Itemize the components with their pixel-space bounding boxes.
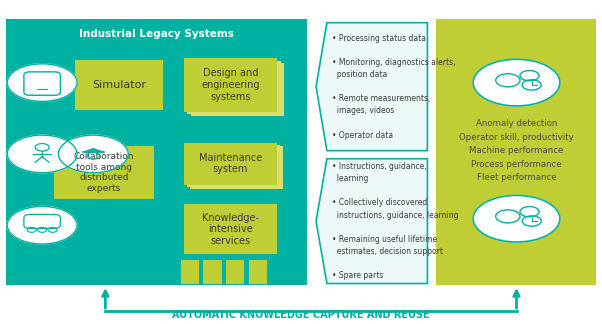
FancyBboxPatch shape: [54, 146, 154, 199]
FancyBboxPatch shape: [184, 143, 277, 185]
FancyBboxPatch shape: [249, 260, 267, 284]
Text: Anomaly detection
Operator skill, productivity
Machine performance
Process perfo: Anomaly detection Operator skill, produc…: [459, 119, 574, 182]
Text: Knowledge-
intensive
services: Knowledge- intensive services: [202, 213, 259, 246]
Text: Simulator: Simulator: [92, 80, 146, 90]
Text: Design and
engineering
systems: Design and engineering systems: [201, 68, 259, 102]
FancyBboxPatch shape: [226, 260, 244, 284]
FancyBboxPatch shape: [6, 19, 307, 285]
FancyBboxPatch shape: [75, 60, 163, 110]
Polygon shape: [83, 148, 104, 152]
Circle shape: [7, 135, 77, 173]
FancyBboxPatch shape: [184, 204, 277, 254]
FancyBboxPatch shape: [436, 19, 596, 285]
Circle shape: [7, 206, 77, 244]
Polygon shape: [316, 159, 427, 284]
Polygon shape: [316, 23, 427, 151]
Text: Industrial Legacy Systems: Industrial Legacy Systems: [79, 29, 234, 39]
FancyBboxPatch shape: [181, 260, 199, 284]
Text: • Instructions, guidance,
  learning

• Collectively discovered
  instructions, : • Instructions, guidance, learning • Col…: [332, 162, 458, 280]
FancyBboxPatch shape: [187, 61, 281, 114]
FancyBboxPatch shape: [187, 145, 280, 187]
Circle shape: [473, 59, 560, 106]
FancyBboxPatch shape: [203, 260, 222, 284]
FancyBboxPatch shape: [184, 58, 277, 112]
FancyBboxPatch shape: [191, 63, 284, 116]
Text: Collaboration
tools among
distributed
experts: Collaboration tools among distributed ex…: [73, 152, 134, 193]
Text: Maintenance
system: Maintenance system: [199, 153, 262, 174]
Text: • Processing status data

• Monitoring, diagnostics alerts,
  position data

• R: • Processing status data • Monitoring, d…: [332, 34, 455, 140]
FancyBboxPatch shape: [190, 146, 283, 189]
Text: Knowledge
data-base: Knowledge data-base: [206, 286, 251, 305]
Circle shape: [473, 195, 560, 242]
Text: AUTOMATIC KNOWLEDGE CAPTURE AND REUSE: AUTOMATIC KNOWLEDGE CAPTURE AND REUSE: [172, 310, 430, 320]
Circle shape: [7, 64, 77, 101]
Circle shape: [58, 135, 128, 173]
